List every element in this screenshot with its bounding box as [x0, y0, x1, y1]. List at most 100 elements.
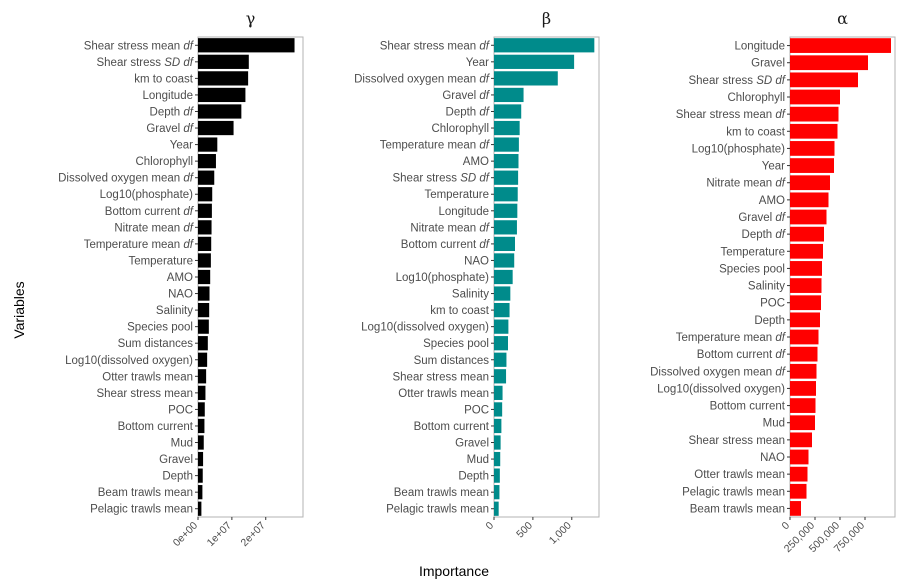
bar-alpha [790, 346, 818, 362]
bar-gamma [198, 501, 202, 516]
bar-alpha [790, 89, 840, 105]
bar-alpha [790, 123, 838, 139]
bar-alpha [790, 312, 820, 328]
bar-alpha [790, 398, 816, 413]
bar-gamma [198, 269, 211, 285]
bar-alpha [790, 141, 835, 156]
bar-alpha [790, 38, 891, 53]
y-tick-label-gamma: Temperature mean df [84, 239, 195, 251]
y-tick-label-alpha: Depth [754, 315, 785, 327]
bar-gamma [198, 385, 206, 400]
y-tick-label-alpha: km to coast [726, 126, 786, 138]
y-tick-label-beta: Mud [467, 454, 489, 466]
bar-gamma [198, 253, 211, 268]
bar-alpha [790, 175, 830, 191]
y-tick-label-gamma: Depth df [150, 106, 195, 118]
bar-alpha [790, 466, 808, 482]
bar-gamma [198, 71, 249, 86]
bar-beta [494, 269, 513, 285]
y-tick-label-beta: POC [464, 404, 489, 416]
y-tick-label-alpha: Gravel [751, 58, 785, 70]
bar-gamma [198, 451, 204, 467]
bar-alpha [790, 415, 815, 431]
bar-gamma [198, 302, 210, 318]
y-tick-label-beta: Otter trawls mean [398, 388, 489, 400]
panel-frame-alpha [789, 36, 896, 518]
x-tick-label-gamma: 0e+00 [171, 520, 200, 549]
y-tick-label-alpha: Bottom current [710, 401, 786, 413]
y-tick-label-alpha: Mud [763, 418, 785, 430]
y-tick-label-beta: Shear stress mean df [380, 40, 491, 52]
y-tick-label-beta: Salinity [452, 289, 489, 301]
y-tick-label-beta: Sum distances [414, 355, 490, 367]
bar-alpha [790, 295, 821, 311]
y-tick-label-gamma: POC [168, 404, 193, 416]
bar-gamma [198, 352, 208, 367]
bar-beta [494, 336, 508, 351]
bar-gamma [198, 435, 204, 450]
y-tick-label-alpha: Gravel df [738, 212, 786, 224]
y-tick-label-gamma: Bottom current [118, 421, 194, 433]
bar-beta [494, 451, 501, 467]
y-tick-label-beta: Shear stress SD df [392, 173, 490, 185]
y-tick-label-alpha: Pelagic trawls mean [682, 486, 785, 498]
y-axis-title: Variables [11, 281, 27, 338]
bar-alpha [790, 483, 807, 499]
y-tick-label-gamma: Year [170, 140, 193, 152]
x-tick-label-beta: 1,000 [547, 520, 574, 547]
y-tick-label-alpha: Beam trawls mean [690, 503, 785, 515]
bar-alpha [790, 278, 822, 293]
bar-beta [494, 54, 575, 69]
bar-alpha [790, 55, 868, 71]
bar-alpha [790, 432, 812, 448]
bar-beta [494, 385, 503, 400]
bar-gamma [198, 137, 218, 152]
bar-alpha [790, 381, 816, 396]
bar-beta [494, 236, 515, 252]
y-tick-label-alpha: Species pool [719, 263, 785, 275]
y-tick-label-alpha: POC [760, 298, 785, 310]
bar-gamma [198, 236, 212, 252]
y-tick-label-alpha: Shear stress mean [688, 435, 785, 447]
bar-beta [494, 369, 507, 384]
y-tick-label-beta: Log10(phosphate) [396, 272, 490, 284]
y-tick-label-alpha: NAO [760, 452, 785, 464]
y-tick-label-gamma: km to coast [134, 73, 194, 85]
y-tick-label-beta: Log10(dissolved oxygen) [361, 322, 489, 334]
bar-alpha [790, 158, 834, 173]
bar-alpha [790, 261, 822, 276]
bar-gamma [198, 38, 295, 53]
y-tick-label-alpha: Chlorophyll [727, 92, 785, 104]
y-tick-label-alpha: Log10(dissolved oxygen) [657, 383, 785, 395]
bar-gamma [198, 369, 207, 384]
bar-gamma [198, 485, 203, 500]
bar-gamma [198, 286, 210, 301]
y-tick-label-beta: Depth df [446, 106, 491, 118]
bar-beta [494, 220, 517, 235]
bar-beta [494, 71, 558, 86]
bar-beta [494, 402, 503, 417]
panel-title-gamma: γ [246, 9, 256, 28]
bar-beta [494, 154, 519, 169]
panels-group: γ Shear stress mean df Shear stress SD df k… [58, 9, 896, 555]
y-tick-label-beta: Gravel [455, 438, 489, 450]
bar-gamma [198, 203, 212, 218]
y-tick-label-gamma: Mud [171, 438, 193, 450]
y-tick-label-gamma: Dissolved oxygen mean df [58, 173, 195, 185]
y-tick-label-beta: Bottom current df [401, 239, 491, 251]
y-tick-label-gamma: Shear stress mean df [84, 40, 195, 52]
bar-beta [494, 38, 595, 53]
bar-alpha [790, 363, 817, 379]
y-tick-label-beta: Longitude [438, 206, 489, 218]
panel-beta: β Shear stress mean df Year Dissolved oxyge… [354, 9, 600, 547]
y-tick-label-gamma: Sum distances [118, 338, 194, 350]
y-tick-label-alpha: Log10(phosphate) [692, 143, 786, 155]
bar-alpha [790, 209, 827, 225]
y-tick-label-beta: Dissolved oxygen mean df [354, 73, 491, 85]
y-tick-label-gamma: Shear stress mean [96, 388, 193, 400]
bar-gamma [198, 104, 242, 119]
bar-gamma [198, 468, 203, 483]
y-tick-label-alpha: Otter trawls mean [694, 469, 785, 481]
bar-gamma [198, 54, 249, 69]
